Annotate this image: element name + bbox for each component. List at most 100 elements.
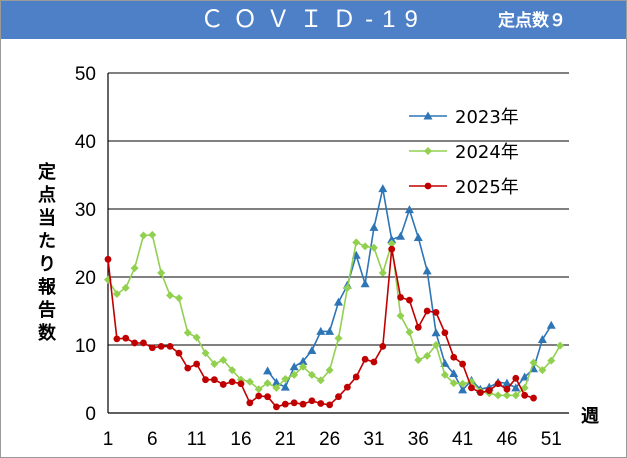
x-tick-label: 6 <box>147 429 158 450</box>
data-point <box>422 266 432 275</box>
data-point <box>254 385 263 394</box>
data-point <box>184 364 192 372</box>
data-point <box>388 245 396 253</box>
data-point <box>325 326 335 335</box>
data-point <box>228 366 237 375</box>
x-tick-label: 31 <box>363 429 384 450</box>
data-point <box>280 382 290 391</box>
data-point <box>547 356 556 365</box>
x-tick-label: 36 <box>408 429 429 450</box>
title-bar <box>1 1 626 39</box>
data-point <box>334 334 343 343</box>
data-point <box>378 184 388 193</box>
data-point <box>360 279 370 288</box>
data-point <box>131 339 138 347</box>
data-point <box>431 328 441 337</box>
x-tick-label: 16 <box>230 429 251 450</box>
data-point <box>299 362 308 371</box>
data-point <box>281 400 289 408</box>
x-axis-label: 週 <box>581 406 599 427</box>
data-point <box>148 230 157 239</box>
data-point <box>387 239 396 248</box>
data-point <box>148 344 156 352</box>
x-tick-label: 51 <box>541 429 562 450</box>
data-point <box>459 360 467 368</box>
data-point <box>307 370 316 379</box>
x-tick-label: 26 <box>319 429 340 450</box>
data-point <box>379 342 387 350</box>
data-point <box>396 231 406 240</box>
data-point <box>529 358 538 367</box>
data-point <box>255 392 263 400</box>
data-point <box>476 389 484 396</box>
data-point <box>458 385 468 394</box>
data-point <box>271 377 281 386</box>
data-point <box>449 379 458 388</box>
data-point <box>273 403 280 411</box>
data-point <box>113 335 121 343</box>
data-point <box>228 378 236 386</box>
chart-title: ＣＯＶＩＤ-19 <box>200 6 427 33</box>
y-tick-label: 40 <box>75 132 96 153</box>
data-point <box>335 393 342 401</box>
data-point <box>512 374 520 382</box>
data-point <box>556 341 565 350</box>
data-point <box>441 329 449 337</box>
x-tick-label: 46 <box>496 429 517 450</box>
series-3 <box>104 245 537 411</box>
data-point <box>219 355 228 364</box>
data-point <box>121 283 130 292</box>
data-point <box>424 147 432 155</box>
data-point <box>290 370 299 379</box>
data-point <box>192 333 201 342</box>
data-point <box>281 375 290 383</box>
data-point <box>468 384 475 392</box>
data-point <box>378 268 387 277</box>
data-point <box>520 372 530 381</box>
legend-label: 2023年 <box>455 107 519 128</box>
data-point <box>396 311 405 320</box>
legend-entry: 2025年 <box>409 177 519 198</box>
data-point <box>450 353 458 361</box>
chart-subtitle: 定点数９ <box>498 11 566 31</box>
data-point <box>406 296 413 304</box>
data-point <box>263 366 273 375</box>
data-point <box>440 370 449 379</box>
y-axis-label: 定点当たり報告数 <box>38 162 56 344</box>
data-point <box>316 376 325 385</box>
x-tick-label: 41 <box>452 429 473 450</box>
data-point <box>210 376 218 384</box>
data-point <box>174 294 183 303</box>
data-point <box>122 334 130 342</box>
data-point <box>210 360 219 369</box>
data-point <box>343 283 352 292</box>
series-1 <box>263 184 556 394</box>
data-point <box>166 291 175 300</box>
data-point <box>352 238 361 247</box>
data-point <box>423 307 431 315</box>
x-tick-label: 11 <box>187 429 207 450</box>
data-point <box>299 400 307 408</box>
data-point <box>166 342 174 350</box>
data-point <box>157 342 165 350</box>
data-point <box>503 385 511 393</box>
legend-label: 2025年 <box>455 177 519 198</box>
data-point <box>245 377 254 386</box>
y-tick-label: 20 <box>75 268 96 289</box>
data-point <box>264 393 271 401</box>
data-point <box>193 360 201 368</box>
data-point <box>361 242 370 251</box>
data-point <box>343 383 351 391</box>
data-point <box>413 233 423 242</box>
legend-entry: 2023年 <box>409 107 519 128</box>
data-point <box>369 243 378 252</box>
data-point <box>458 379 467 388</box>
data-point <box>308 397 316 405</box>
data-point <box>334 297 343 306</box>
x-tick-label: 1 <box>103 429 114 450</box>
data-point <box>502 391 511 400</box>
data-point <box>202 376 209 384</box>
data-point <box>219 381 227 388</box>
